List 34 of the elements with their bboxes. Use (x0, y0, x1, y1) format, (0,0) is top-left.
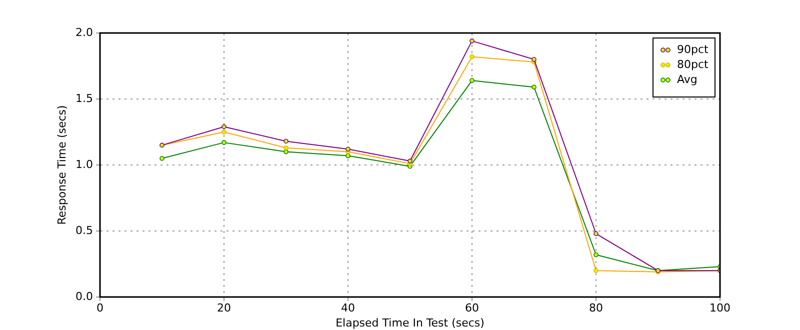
legend-label: 80pct (677, 58, 710, 71)
point (594, 252, 598, 258)
x-tick-label: 80 (589, 301, 603, 314)
point (408, 158, 412, 164)
point (284, 138, 288, 144)
point (222, 124, 226, 130)
y-tick-label: 1.0 (76, 158, 93, 171)
x-tick-label: 0 (96, 301, 104, 314)
x-tick-label: 20 (217, 301, 231, 314)
point (470, 54, 474, 60)
point (222, 140, 226, 145)
point (470, 38, 474, 44)
point (222, 130, 226, 134)
legend-label: 90pct (677, 42, 710, 56)
point (346, 153, 350, 158)
point (284, 145, 288, 150)
point (470, 78, 474, 83)
y-tick-label: 2.0 (76, 26, 93, 39)
point (284, 149, 288, 154)
x-tick-label: 60 (465, 301, 479, 314)
y-tick-label: 0.0 (76, 290, 93, 303)
y-tick-label: 1.5 (76, 92, 93, 105)
x-tick-label: 100 (710, 301, 730, 314)
point (594, 268, 598, 273)
point (532, 57, 536, 62)
y-tick-label: 0.5 (76, 224, 93, 237)
legend-label: Avg (677, 72, 698, 86)
point (160, 156, 164, 161)
point (532, 84, 536, 90)
point (594, 231, 598, 236)
point (346, 146, 350, 152)
x-tick-label: 40 (341, 301, 355, 314)
x-axis-title: Elapsed Time In Test (secs) (336, 316, 484, 330)
y-axis-title: Response Time (secs) (55, 105, 68, 225)
